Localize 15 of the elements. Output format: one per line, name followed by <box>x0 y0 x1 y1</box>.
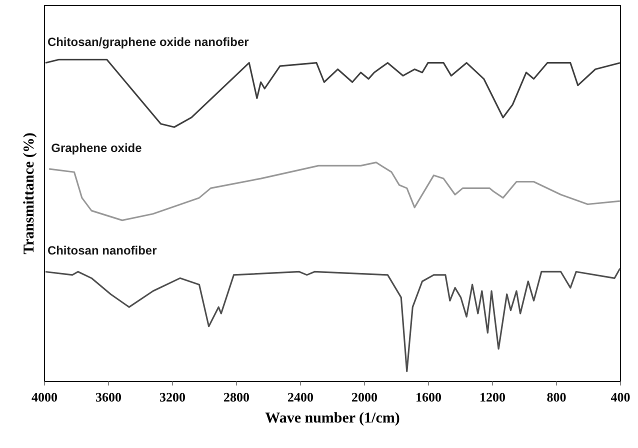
x-tick-label: 2800 <box>224 390 250 404</box>
series-label: Chitosan/graphene oxide nanofiber <box>47 34 250 49</box>
x-tick-label: 1200 <box>480 390 506 404</box>
series-label: Graphene oxide <box>51 140 142 155</box>
x-tick-label: 400 <box>610 390 630 404</box>
series-label: Chitosan nanofiber <box>47 244 158 258</box>
x-axis-title: Wave number (1/cm) <box>265 410 400 426</box>
x-tick-label: 1600 <box>416 390 442 404</box>
x-tick-label: 3200 <box>160 390 186 404</box>
x-tick-label: 2000 <box>352 390 378 404</box>
x-tick-label: 800 <box>546 390 566 404</box>
x-tick-label: 2400 <box>288 390 314 404</box>
y-axis-title: Transmittance (%) <box>22 132 38 254</box>
x-tick-label: 3600 <box>96 390 122 404</box>
x-tick-label: 4000 <box>32 390 58 404</box>
